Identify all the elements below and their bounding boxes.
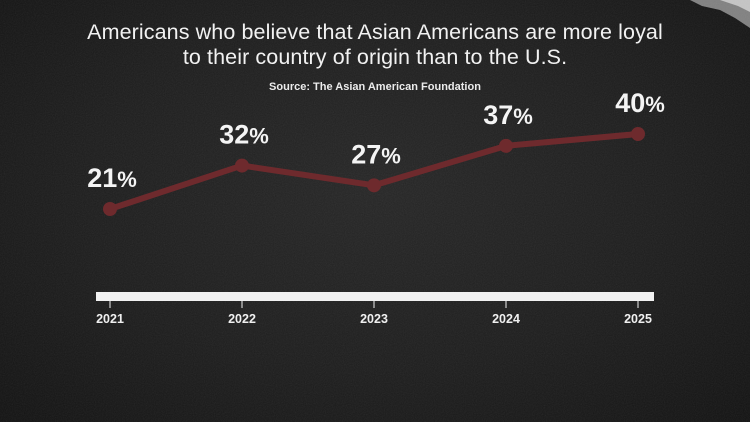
data-label: 27%	[351, 139, 401, 169]
x-tick-label: 2022	[228, 312, 256, 326]
chart-title-line-2: to their country of origin than to the U…	[182, 45, 568, 69]
x-tick-label: 2021	[96, 312, 124, 326]
x-axis-bar	[96, 292, 654, 301]
chart-title: Americans who believe that Asian America…	[0, 20, 750, 70]
data-label: 37%	[483, 100, 533, 130]
x-tick-label: 2025	[624, 312, 652, 326]
data-label: 21%	[87, 163, 137, 193]
data-label: 40%	[615, 88, 665, 118]
x-tick-label: 2024	[492, 312, 520, 326]
data-point	[235, 158, 249, 173]
chart-title-line-1: Americans who believe that Asian America…	[87, 20, 663, 44]
x-tick-label: 2023	[360, 312, 388, 326]
chart-source: Source: The Asian American Foundation	[269, 81, 481, 93]
data-label: 32%	[219, 120, 269, 150]
data-point	[367, 178, 381, 193]
data-point	[499, 138, 513, 153]
data-point	[103, 202, 117, 216]
data-point	[631, 127, 645, 141]
